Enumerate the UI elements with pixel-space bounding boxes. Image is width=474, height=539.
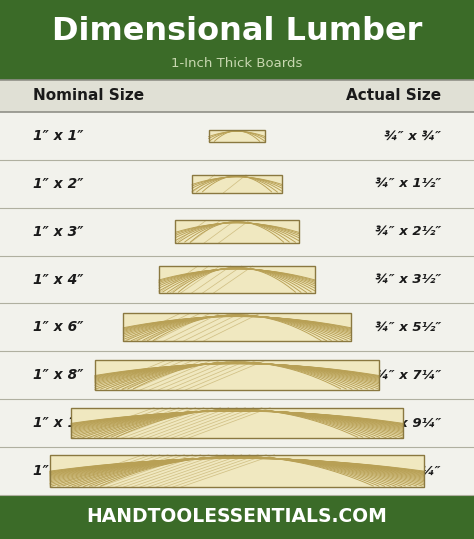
Text: Dimensional Lumber: Dimensional Lumber [52,16,422,47]
Bar [209,130,265,142]
Text: 1″ x 10″: 1″ x 10″ [33,416,93,430]
Text: Nominal Size: Nominal Size [33,88,144,103]
Bar [0,80,474,112]
Text: HANDTOOLESSENTIALS.COM: HANDTOOLESSENTIALS.COM [87,507,387,527]
Bar [0,160,474,208]
Text: 1″ x 3″: 1″ x 3″ [33,225,84,239]
Text: 1″ x 4″: 1″ x 4″ [33,273,84,287]
Text: ¾″ x 3½″: ¾″ x 3½″ [374,273,441,286]
Text: 1″ x 1″: 1″ x 1″ [33,129,84,143]
Bar [160,267,316,294]
Text: 1″ x 12″: 1″ x 12″ [33,464,93,478]
Bar [0,0,474,80]
Bar [175,220,299,243]
Bar [209,130,265,142]
Bar [0,208,474,255]
Bar [71,407,403,438]
Bar [50,455,424,487]
Bar [51,455,425,488]
Text: 1″ x 8″: 1″ x 8″ [33,368,84,382]
Text: ¾″ x 11¼″: ¾″ x 11¼″ [365,465,441,478]
Bar [159,266,315,293]
Bar [96,361,380,391]
Bar [71,407,403,438]
Bar [0,303,474,351]
Bar [50,455,424,487]
Text: ¾″ x 2½″: ¾″ x 2½″ [374,225,441,238]
Bar [0,255,474,303]
Text: ¾″ x ¾″: ¾″ x ¾″ [384,129,441,142]
Bar [0,399,474,447]
Text: 1″ x 2″: 1″ x 2″ [33,177,84,191]
Text: Actual Size: Actual Size [346,88,441,103]
Bar [193,176,283,194]
Bar [176,221,300,244]
Text: ¾″ x 7¼″: ¾″ x 7¼″ [374,369,441,382]
Text: ¾″ x 5½″: ¾″ x 5½″ [374,321,441,334]
Bar [210,130,266,142]
Bar [192,175,282,193]
Text: ¾″ x 1½″: ¾″ x 1½″ [374,177,441,190]
Bar [0,447,474,495]
Text: 1″ x 6″: 1″ x 6″ [33,320,84,334]
Bar [0,495,474,539]
Text: ¾″ x 9¼″: ¾″ x 9¼″ [374,417,441,430]
Bar [124,314,352,342]
Bar [175,220,299,243]
Bar [123,313,351,341]
Bar [95,361,379,390]
Bar [72,408,404,439]
Bar [192,175,282,193]
Bar [0,351,474,399]
Text: 1-Inch Thick Boards: 1-Inch Thick Boards [171,57,303,70]
Bar [159,266,315,293]
Bar [95,361,379,390]
Bar [0,112,474,160]
Bar [123,313,351,341]
